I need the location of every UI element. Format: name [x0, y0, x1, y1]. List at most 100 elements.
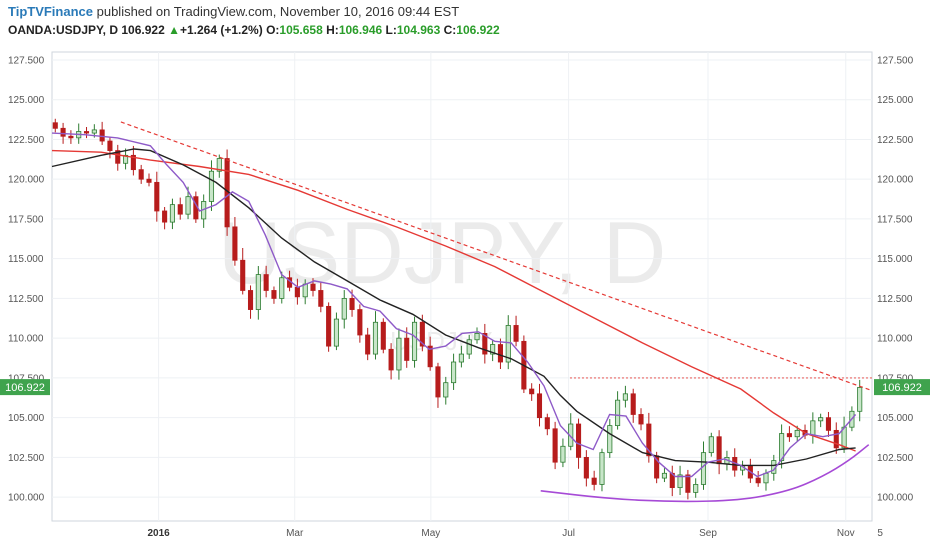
candlestick[interactable]: [451, 353, 457, 390]
candlestick[interactable]: [825, 411, 832, 437]
candlestick[interactable]: [404, 327, 410, 368]
candlestick[interactable]: [427, 336, 433, 371]
candlestick[interactable]: [146, 173, 152, 187]
candle-body-down: [529, 388, 535, 395]
candlestick[interactable]: [536, 383, 543, 427]
candlestick[interactable]: [162, 207, 168, 230]
candlestick[interactable]: [115, 144, 121, 171]
candlestick[interactable]: [99, 121, 105, 146]
candlestick[interactable]: [490, 340, 496, 362]
candlestick[interactable]: [411, 316, 418, 368]
candlestick[interactable]: [638, 408, 644, 431]
candlestick[interactable]: [435, 362, 441, 408]
change-value: +1.264 (+1.2%): [179, 23, 263, 37]
candlestick[interactable]: [107, 137, 113, 159]
candlestick[interactable]: [326, 302, 332, 352]
candlestick[interactable]: [630, 388, 636, 423]
candlestick[interactable]: [466, 334, 472, 359]
candle-body-down: [380, 321, 386, 350]
candle-body-down: [138, 169, 144, 180]
candlestick[interactable]: [83, 126, 90, 139]
plot-area[interactable]: [51, 118, 873, 503]
candlestick[interactable]: [247, 285, 254, 319]
candlestick[interactable]: [333, 312, 339, 351]
moving-average-line: [51, 132, 857, 478]
candle-body-down: [435, 366, 441, 398]
candlestick[interactable]: [786, 426, 792, 442]
candle-body-up: [794, 429, 800, 438]
candlestick[interactable]: [357, 304, 363, 343]
candlestick[interactable]: [68, 130, 74, 144]
candlestick[interactable]: [622, 385, 628, 408]
candlestick[interactable]: [818, 413, 824, 428]
candlestick[interactable]: [591, 470, 597, 491]
candlestick[interactable]: [607, 419, 613, 458]
candlestick[interactable]: [583, 450, 589, 487]
candlestick[interactable]: [458, 345, 464, 368]
candlestick[interactable]: [372, 311, 379, 360]
y-tick-label-right: 105.000: [877, 413, 914, 424]
candle-body-up: [451, 361, 457, 384]
candlestick[interactable]: [365, 327, 371, 361]
candlestick[interactable]: [232, 216, 238, 266]
candle-body-down: [365, 334, 371, 355]
candlestick[interactable]: [396, 328, 402, 380]
candlestick[interactable]: [497, 338, 503, 369]
candlestick[interactable]: [123, 148, 129, 170]
candlestick[interactable]: [130, 145, 136, 176]
candlestick[interactable]: [552, 421, 558, 470]
candlestick[interactable]: [263, 265, 269, 298]
candlestick[interactable]: [677, 465, 683, 496]
candlestick[interactable]: [154, 171, 160, 222]
candlestick[interactable]: [529, 383, 535, 401]
candlestick[interactable]: [216, 154, 222, 178]
candlestick[interactable]: [779, 424, 785, 469]
candle-body-up: [411, 321, 418, 361]
y-tick-label-left: 125.000: [8, 95, 45, 106]
candle-body-down: [326, 305, 332, 347]
y-tick-label-left: 127.500: [8, 55, 45, 66]
candle-body-up: [333, 318, 339, 347]
candle-body-up: [302, 283, 308, 298]
symbol-label[interactable]: OANDA:USDJPY, D: [8, 23, 119, 37]
candlestick[interactable]: [169, 198, 175, 230]
y-tick-label-right: 115.000: [877, 254, 913, 265]
candlestick[interactable]: [474, 327, 480, 344]
candlestick[interactable]: [685, 469, 691, 500]
candlestick[interactable]: [380, 318, 386, 354]
candlestick[interactable]: [279, 271, 285, 304]
candlestick[interactable]: [443, 376, 449, 405]
publisher-link[interactable]: TipTVFinance: [8, 4, 93, 19]
candlestick[interactable]: [52, 118, 58, 133]
candlestick[interactable]: [599, 448, 605, 492]
candlestick[interactable]: [240, 247, 246, 295]
candle-body-down: [427, 345, 433, 368]
chart-header: TipTVFinance published on TradingView.co…: [8, 4, 924, 37]
candle-body-down: [552, 428, 558, 463]
candlestick[interactable]: [708, 432, 714, 457]
candlestick[interactable]: [755, 470, 761, 487]
candle-body-up: [466, 339, 472, 355]
candlestick[interactable]: [513, 315, 519, 347]
candlestick[interactable]: [341, 290, 347, 329]
candlestick[interactable]: [560, 438, 566, 468]
candlestick[interactable]: [833, 422, 839, 454]
candlestick[interactable]: [318, 281, 324, 313]
candlestick[interactable]: [271, 286, 277, 304]
candlestick[interactable]: [177, 197, 183, 220]
candlestick[interactable]: [138, 164, 144, 184]
candlestick[interactable]: [482, 323, 488, 364]
candle-body-up: [279, 277, 285, 299]
x-tick-label: May: [421, 528, 440, 539]
candlestick[interactable]: [544, 413, 550, 436]
candle-body-down: [60, 127, 66, 137]
rounding-bottom-arc[interactable]: [540, 444, 870, 503]
candlestick[interactable]: [255, 266, 261, 320]
candlestick[interactable]: [388, 343, 394, 380]
candlestick[interactable]: [661, 468, 668, 483]
candlestick[interactable]: [693, 478, 699, 498]
candlestick[interactable]: [615, 391, 621, 430]
candle-body-down: [786, 433, 792, 438]
